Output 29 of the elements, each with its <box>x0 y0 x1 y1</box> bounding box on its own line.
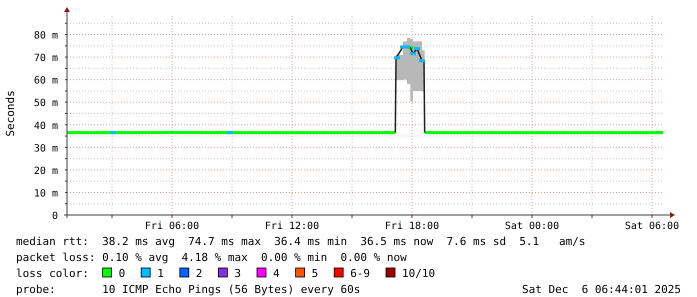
y-tick-label: 40 m <box>34 120 58 132</box>
legend-label: 1 <box>157 267 164 280</box>
y-tick-label: 10 m <box>34 188 58 200</box>
y-tick-label: 80 m <box>34 30 58 42</box>
text: probe: 10 ICMP Echo Pings (56 Bytes) every 60s <box>16 283 360 296</box>
line-series <box>394 46 426 134</box>
x-tick-label: Sat 06:00 <box>624 221 680 232</box>
y-tick-label: 60 m <box>34 76 58 87</box>
legend-label: 10/10 <box>402 267 436 280</box>
legend-label: 2 <box>196 267 202 280</box>
x-tick-label: Fri 06:00 <box>144 221 200 232</box>
text: median rtt: 38.2 ms avg 74.7 ms max 36.4 ms min 36.5 ms now 7.6 ms sd 5.1 am/s <box>16 235 586 248</box>
text: packet loss: 0.10 % avg 4.18 % max 0.00 % min 0.00 % now <box>16 251 408 264</box>
legend-title: loss color: <box>16 267 89 280</box>
legend-label: 6-9 <box>350 267 370 280</box>
y-axis-title: Seconds <box>4 90 17 137</box>
y-tick-label: 20 m <box>34 166 58 177</box>
y-tick-label: 0 <box>52 211 58 222</box>
legend-label: 5 <box>312 267 318 280</box>
y-tick-label: 70 m <box>34 53 58 64</box>
legend-label: 3 <box>234 267 242 280</box>
y-tick-label: 50 m <box>34 98 58 110</box>
x-tick-label: Fri 12:00 <box>264 221 320 232</box>
y-tick-label: 30 m <box>34 143 58 154</box>
x-tick-label: Sat 00:00 <box>504 221 560 232</box>
text: Sat Dec 6 06:44:01 2025 <box>522 283 681 296</box>
x-tick-label: Fri 18:00 <box>384 221 440 232</box>
legend-label: 0 <box>118 267 126 280</box>
legend-label: 4 <box>273 267 280 280</box>
